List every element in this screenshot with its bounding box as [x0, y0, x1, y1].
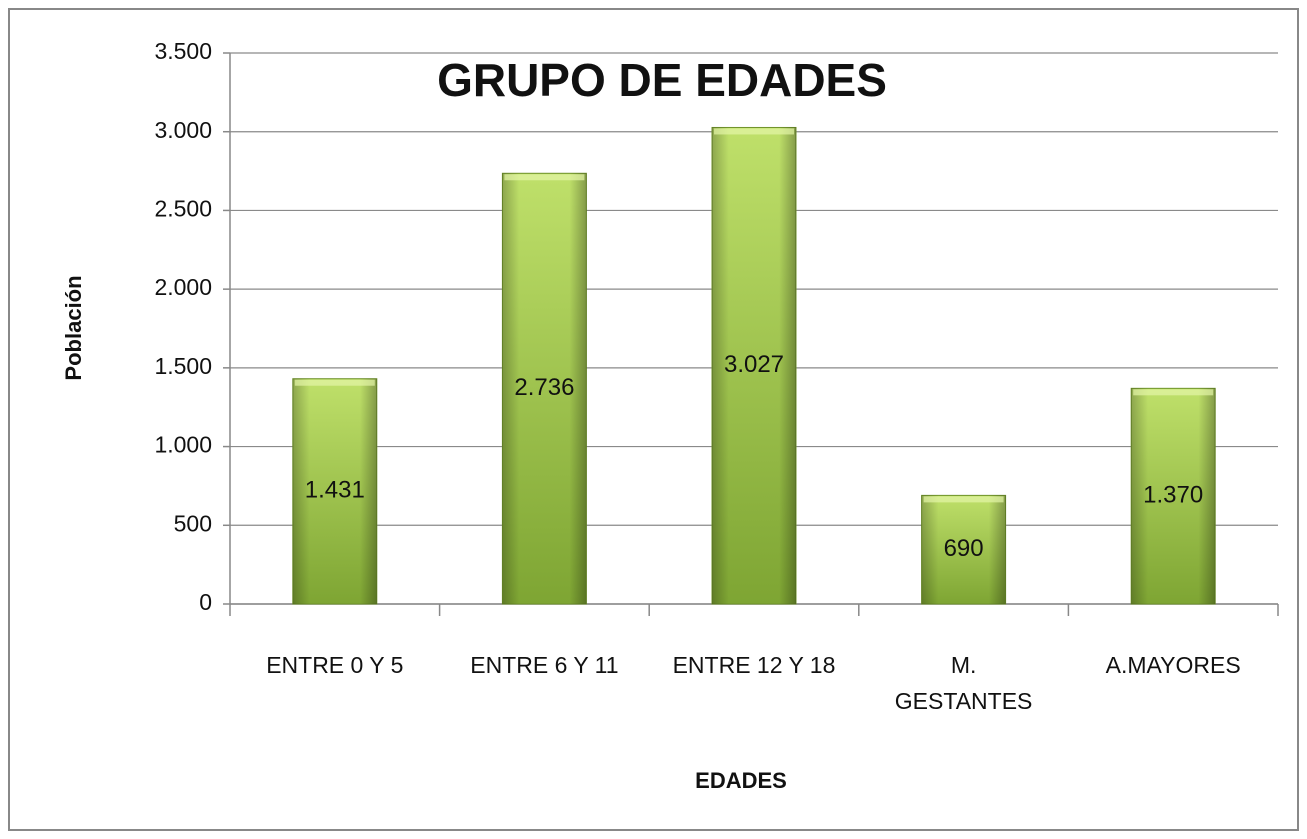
data-label: 1.431: [305, 477, 365, 504]
x-tick-label: ENTRE 12 Y 18: [672, 652, 836, 678]
y-tick-label: 2.500: [154, 196, 212, 222]
bar-highlight: [923, 496, 1004, 503]
x-axis-title: EDADES: [695, 768, 787, 793]
bar-highlight: [714, 128, 794, 135]
bar-highlight: [1133, 389, 1214, 396]
y-tick-label: 500: [174, 510, 212, 536]
y-axis-title: Población: [61, 275, 86, 380]
y-tick-label: 2.000: [154, 274, 212, 300]
x-tick-label: M. GESTANTES: [894, 652, 1033, 714]
chart-title: GRUPO DE EDADES: [437, 54, 887, 106]
bar-shade: [921, 495, 1006, 604]
x-tick-label: ENTRE 6 Y 11: [470, 652, 619, 678]
data-label: 3.027: [724, 351, 784, 378]
chart-border: [8, 8, 1299, 831]
data-label: 1.370: [1143, 482, 1203, 509]
bar-highlight: [294, 379, 375, 386]
y-tick-label: 1.500: [154, 353, 212, 379]
bar-shade: [502, 173, 587, 604]
y-tick-label: 0: [199, 589, 212, 615]
data-label: 690: [944, 535, 984, 562]
y-tick-label: 1.000: [154, 432, 212, 458]
x-tick-label: ENTRE 0 Y 5: [266, 652, 404, 678]
data-label: 2.736: [514, 374, 574, 401]
bar-highlight: [504, 174, 585, 181]
bar-shade: [292, 378, 377, 604]
bar-shade: [1131, 388, 1216, 604]
y-tick-label: 3.000: [154, 117, 212, 143]
y-tick-label: 3.500: [154, 38, 212, 64]
x-tick-label: A.MAYORES: [1105, 652, 1241, 678]
bar-shade: [712, 127, 796, 604]
